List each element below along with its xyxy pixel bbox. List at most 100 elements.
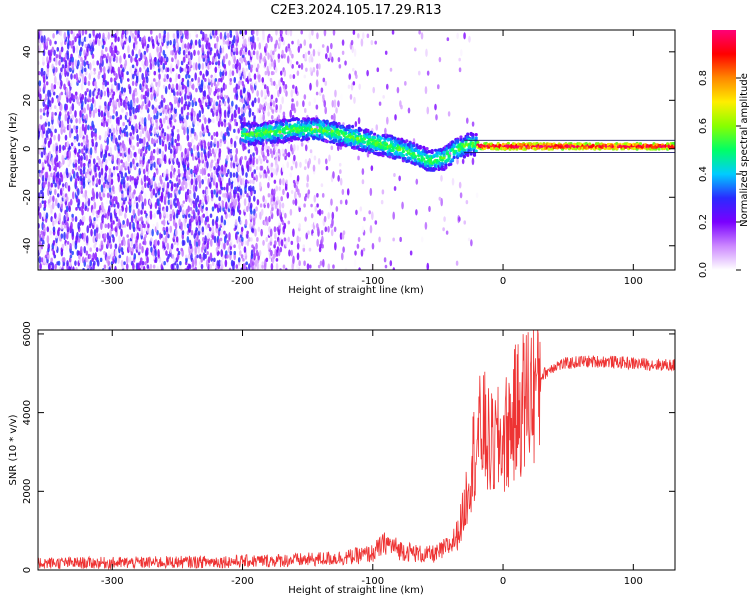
spectrogram-point	[189, 59, 192, 67]
spectrogram-point	[56, 46, 60, 52]
spectrogram-point	[458, 67, 462, 73]
spectrogram-point	[182, 178, 186, 186]
spectrogram-point	[240, 106, 244, 115]
spectrogram-point	[272, 100, 276, 108]
spectrogram-point	[113, 203, 116, 208]
spectrogram-point	[71, 239, 75, 247]
spectrogram-point	[274, 66, 278, 73]
spectrogram-point	[138, 36, 142, 42]
spectrogram-point	[192, 184, 196, 193]
spectrogram-point	[195, 134, 198, 142]
spectrogram-point	[64, 113, 68, 122]
spectrogram-point	[216, 140, 220, 149]
spectrogram-point	[261, 77, 265, 83]
spectrogram-point	[124, 185, 128, 192]
spectrogram-point	[308, 158, 311, 165]
spectrogram-point	[136, 232, 140, 241]
spectrogram-point	[206, 70, 209, 76]
spectrogram-point	[162, 84, 166, 89]
spectrogram-point	[218, 77, 221, 82]
spectrogram-point	[54, 188, 57, 196]
spectrogram-point	[64, 134, 68, 141]
spectrogram-point	[117, 66, 121, 73]
spectrogram-point	[81, 123, 85, 132]
spectrogram-point	[207, 104, 210, 110]
spectrogram-point	[221, 202, 225, 209]
spectrogram-point	[124, 172, 128, 178]
spectrogram-point	[132, 209, 136, 216]
spectrogram-point	[288, 249, 291, 257]
spectrogram-point	[146, 190, 150, 194]
spectrogram-point	[88, 33, 92, 39]
spectrogram-point	[228, 232, 231, 240]
spectrogram-point	[117, 50, 120, 55]
spectrogram-point	[297, 39, 300, 47]
spectrogram-point	[117, 36, 120, 42]
spectrogram-point	[232, 63, 235, 69]
spectrogram-point	[163, 230, 167, 236]
spectrogram-point	[227, 38, 230, 47]
spectrogram-point	[191, 127, 195, 134]
spectrogram-point	[228, 60, 231, 66]
spectrogram-point	[241, 177, 245, 186]
spectrogram-point	[239, 188, 243, 196]
spectrogram-point	[337, 175, 340, 182]
spectrogram-point	[79, 219, 82, 226]
spectrogram-point	[361, 179, 365, 185]
spectrogram-point	[171, 83, 175, 90]
spectrogram-point	[283, 131, 287, 135]
spectrogram-point	[129, 191, 132, 200]
spectrogram-point	[291, 40, 294, 45]
spectrogram-point	[420, 236, 424, 243]
spectrogram-point	[121, 30, 125, 35]
spectrogram-point	[151, 117, 155, 124]
spectrogram-point	[69, 67, 72, 73]
spectrogram-point	[109, 115, 112, 120]
spectrogram-point	[54, 164, 58, 173]
spectrogram-point	[169, 225, 173, 233]
spectrogram-point	[188, 125, 191, 130]
spectrogram-point	[177, 250, 181, 256]
spectrogram-point	[74, 216, 78, 223]
spectrogram-point	[43, 82, 46, 91]
spectrogram-point	[235, 264, 239, 269]
spectrogram-point	[391, 30, 395, 35]
spectrogram-point	[198, 62, 201, 71]
spectrogram-point	[426, 262, 430, 270]
spectrogram-point	[126, 234, 129, 238]
spectrogram-point	[166, 133, 170, 142]
spectrogram-point	[144, 148, 148, 154]
spectrogram-point	[245, 67, 249, 72]
spectrogram-point	[252, 152, 255, 157]
spectrogram-point	[157, 198, 160, 207]
spectrogram-point	[59, 162, 63, 167]
spectrogram-point	[131, 64, 135, 69]
spectrogram-point	[153, 114, 156, 120]
spectrogram-point	[322, 77, 326, 83]
spectrogram-point	[172, 33, 176, 39]
spectrogram-point	[195, 151, 198, 158]
spectrogram-point	[280, 77, 283, 83]
spectrogram-point	[200, 256, 204, 263]
spectrogram-point	[45, 118, 49, 123]
spectrogram-point	[156, 105, 159, 110]
spectrogram-point	[70, 73, 73, 80]
spectrogram-point	[255, 158, 259, 165]
spectrogram-point	[152, 148, 156, 154]
spectrogram-point	[260, 228, 263, 237]
spectrogram-point	[180, 221, 183, 231]
spectrogram-point	[89, 62, 92, 71]
spectrogram-point	[123, 239, 126, 247]
spectrogram-point	[77, 250, 81, 256]
spectrogram-point	[218, 196, 221, 202]
spectrogram-point	[282, 81, 285, 86]
spectrogram-point	[149, 30, 153, 35]
spectrogram-point	[342, 230, 346, 236]
spectrogram-point	[209, 64, 212, 69]
spectrogram-point	[157, 182, 161, 188]
spectrogram-point	[160, 99, 164, 108]
spectrogram-point	[308, 31, 312, 41]
spectrogram-point	[353, 48, 357, 58]
spectrogram-point	[225, 40, 228, 45]
spectrogram-point	[255, 147, 259, 156]
